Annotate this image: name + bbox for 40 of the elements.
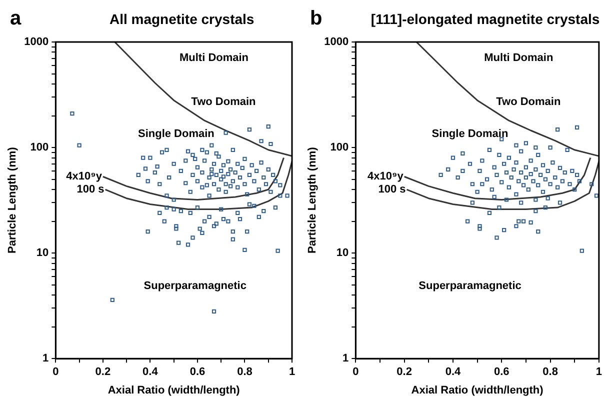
x-tick-label: 0.8 xyxy=(542,366,558,378)
x-tick-label: 0.8 xyxy=(237,366,252,378)
y-axis-title: Particle Length (nm) xyxy=(6,146,19,254)
y-tick-label: 10 xyxy=(36,247,49,260)
annotation: Two Domain xyxy=(496,96,561,108)
y-tick-label: 1 xyxy=(42,352,49,365)
x-tick-label: 0.6 xyxy=(190,366,206,378)
series-label: 100 s xyxy=(76,184,104,196)
y-tick-label: 100 xyxy=(30,142,49,154)
x-tick-label: 0 xyxy=(352,366,359,378)
x-tick-label: 0.4 xyxy=(142,366,159,378)
annotation: Superparamagnetic xyxy=(144,280,246,292)
chart-title: [111]-elongated magnetite crystals xyxy=(370,10,600,27)
y-tick-label: 1 xyxy=(342,352,349,365)
annotation: Multi Domain xyxy=(179,52,249,64)
annotation: Single Domain xyxy=(138,128,215,140)
x-tick-label: 1 xyxy=(288,366,296,378)
chart-title: All magnetite crystals xyxy=(109,10,254,27)
text: b xyxy=(310,8,322,30)
x-tick-label: 0.2 xyxy=(396,366,412,378)
y-axis-title: Particle Length (nm) xyxy=(306,146,319,254)
series-label: 4x10⁹y xyxy=(66,170,103,183)
series-label: 100 s xyxy=(378,184,406,196)
x-axis-title: Axial Ratio (width/length) xyxy=(108,384,240,396)
x-tick-label: 0.6 xyxy=(494,366,510,378)
x-tick-label: 0.4 xyxy=(445,366,462,378)
y-tick-label: 1000 xyxy=(24,36,49,48)
y-tick-label: 1000 xyxy=(324,36,349,48)
x-axis-title: Axial Ratio (width/length) xyxy=(411,384,544,396)
series-label: 4x10⁹y xyxy=(368,170,404,183)
annotation: Multi Domain xyxy=(484,52,554,64)
y-tick-label: 100 xyxy=(330,142,349,154)
text: a xyxy=(10,8,22,30)
x-tick-label: 0 xyxy=(52,366,59,378)
annotation: Two Domain xyxy=(191,96,256,108)
x-tick-label: 0.2 xyxy=(95,366,111,378)
annotation: Single Domain xyxy=(432,128,508,140)
y-tick-label: 10 xyxy=(336,247,349,260)
x-tick-label: 1 xyxy=(596,366,602,378)
annotation: Superparamagnetic xyxy=(418,280,522,292)
